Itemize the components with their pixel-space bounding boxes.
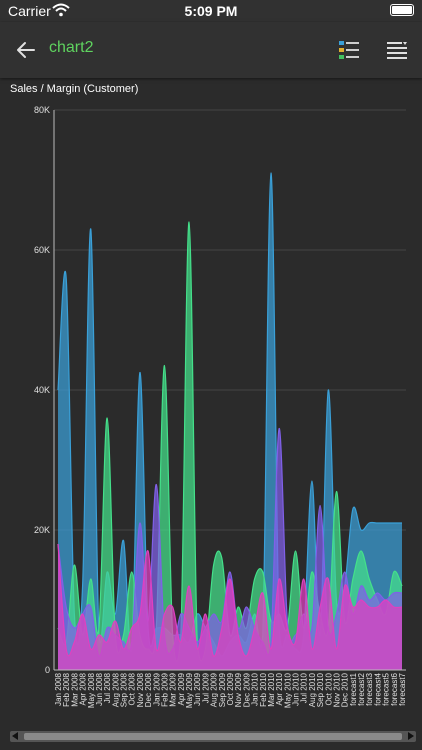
- x-tick-label: Mar 2010: [267, 672, 276, 706]
- x-tick-label: Dec 2008: [144, 672, 153, 707]
- x-tick-label: Oct 2008: [128, 672, 137, 705]
- x-tick-label: May 2010: [283, 672, 292, 708]
- back-arrow-icon[interactable]: [14, 38, 38, 62]
- x-tick-label: Jul 2009: [201, 672, 210, 703]
- x-tick-label: Jun 2009: [193, 672, 202, 705]
- carrier-label: Carrier: [8, 3, 51, 19]
- x-tick-label: Sep 2010: [316, 672, 325, 707]
- series-line-4: [57, 543, 403, 657]
- x-tick-label: Feb 2009: [160, 672, 169, 706]
- scroll-thumb[interactable]: [24, 733, 402, 740]
- x-tick-label: Feb 2008: [62, 672, 71, 706]
- x-tick-label: Feb 2010: [259, 672, 268, 706]
- page-title: chart2: [49, 39, 94, 56]
- x-tick-label: Jul 2008: [103, 672, 112, 703]
- x-tick-label: forecast2: [357, 672, 366, 705]
- x-tick-label: forecast3: [365, 672, 374, 705]
- y-tick-label: 80K: [34, 105, 50, 115]
- x-tick-label: Jan 2009: [152, 672, 161, 705]
- x-tick-label: Aug 2008: [111, 672, 120, 707]
- x-tick-label: Oct 2010: [324, 672, 333, 705]
- x-tick-label: Apr 2009: [177, 672, 186, 705]
- x-tick-label: Aug 2009: [210, 672, 219, 707]
- horizontal-scrollbar[interactable]: [10, 731, 416, 742]
- x-tick-label: May 2009: [185, 672, 194, 708]
- x-tick-label: Sep 2009: [218, 672, 227, 707]
- x-tick-label: Apr 2008: [79, 672, 88, 705]
- menu-icon[interactable]: [386, 40, 408, 62]
- x-tick-label: Apr 2010: [275, 672, 284, 705]
- x-tick-label: forecast4: [373, 672, 382, 705]
- x-tick-label: Jul 2010: [300, 672, 309, 703]
- battery-icon: [390, 4, 414, 16]
- x-tick-label: Jan 2008: [54, 672, 63, 705]
- y-tick-label: 20K: [34, 525, 50, 535]
- legend-list-icon[interactable]: [338, 39, 360, 61]
- x-tick-label: Jun 2008: [95, 672, 104, 705]
- x-tick-label: Jun 2010: [292, 672, 301, 705]
- x-tick-label: Mar 2008: [70, 672, 79, 706]
- x-tick-label: Mar 2009: [169, 672, 178, 706]
- navigation-bar: chart2: [0, 22, 422, 78]
- y-tick-label: 0: [45, 665, 50, 675]
- x-tick-label: forecast6: [390, 672, 399, 705]
- x-tick-label: Oct 2009: [226, 672, 235, 705]
- x-tick-label: forecast1: [349, 672, 358, 705]
- scroll-left-arrow-icon[interactable]: [12, 732, 18, 740]
- x-tick-label: Nov 2008: [136, 672, 145, 707]
- series-area-1: [58, 172, 402, 670]
- x-tick-label: Dec 2010: [341, 672, 350, 707]
- status-bar: Carrier 5:09 PM: [0, 0, 422, 22]
- clock: 5:09 PM: [184, 3, 238, 19]
- x-tick-label: Nov 2009: [234, 672, 243, 707]
- chart-title: Sales / Margin (Customer): [10, 83, 139, 95]
- x-tick-label: Aug 2010: [308, 672, 317, 707]
- wifi-icon: [52, 3, 70, 17]
- x-tick-label: Jan 2010: [251, 672, 260, 705]
- y-tick-label: 60K: [34, 245, 50, 255]
- scroll-right-arrow-icon[interactable]: [408, 732, 414, 740]
- x-tick-label: forecast7: [398, 672, 407, 705]
- x-tick-label: forecast5: [382, 672, 391, 705]
- x-tick-label: May 2008: [87, 672, 96, 708]
- x-tick-label: Dec 2009: [242, 672, 251, 707]
- x-tick-label: Sep 2008: [120, 672, 129, 707]
- x-tick-label: Nov 2010: [332, 672, 341, 707]
- y-tick-label: 40K: [34, 385, 50, 395]
